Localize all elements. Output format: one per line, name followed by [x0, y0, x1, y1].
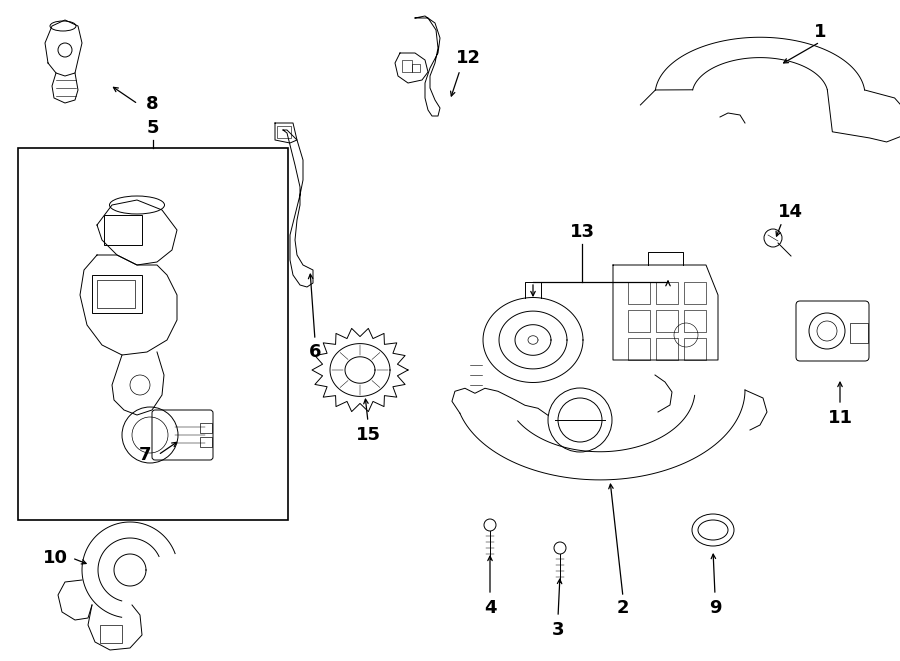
Bar [684, 282, 706, 304]
Bar [850, 323, 868, 343]
Bar [628, 282, 650, 304]
Text: 5: 5 [147, 119, 159, 137]
Bar [684, 310, 706, 332]
Text: 1: 1 [814, 23, 826, 41]
Text: 15: 15 [356, 426, 381, 444]
Text: 10: 10 [42, 549, 68, 567]
Bar [684, 338, 706, 360]
Bar [200, 437, 212, 447]
Bar [656, 338, 678, 360]
Text: 12: 12 [455, 49, 481, 67]
Text: 6: 6 [309, 343, 321, 361]
Bar [628, 338, 650, 360]
Bar [100, 625, 122, 643]
Bar [402, 60, 412, 72]
Text: 7: 7 [139, 446, 151, 464]
Bar [656, 310, 678, 332]
Bar [412, 64, 420, 72]
Text: 11: 11 [827, 409, 852, 427]
Bar [97, 280, 135, 308]
Text: 8: 8 [146, 95, 158, 113]
Text: 14: 14 [778, 203, 803, 221]
Bar [18, 148, 288, 520]
Text: 9: 9 [709, 599, 721, 617]
Text: 4: 4 [484, 599, 496, 617]
Text: 2: 2 [616, 599, 629, 617]
Bar [200, 423, 212, 433]
Bar [628, 310, 650, 332]
Text: 13: 13 [570, 223, 595, 241]
Bar [104, 215, 142, 245]
Bar [92, 275, 142, 313]
Bar [277, 126, 291, 138]
Text: 3: 3 [552, 621, 564, 639]
Bar [656, 282, 678, 304]
